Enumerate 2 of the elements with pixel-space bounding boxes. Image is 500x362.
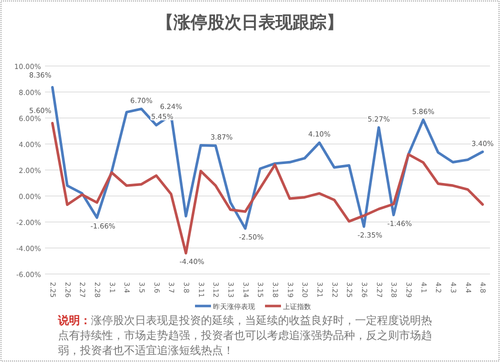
text: 说明：涨停股次日表现是投资的延续，当延续的收益良好时，一定程度说明热点有持续性，市场走势趋强，投资者也可以考虑追涨强势品种，反之则市场趋弱，投资者也不适宜追涨短线热点！ (57, 314, 432, 357)
chart-title: 【涨停股次日表现跟踪】 (156, 13, 344, 33)
